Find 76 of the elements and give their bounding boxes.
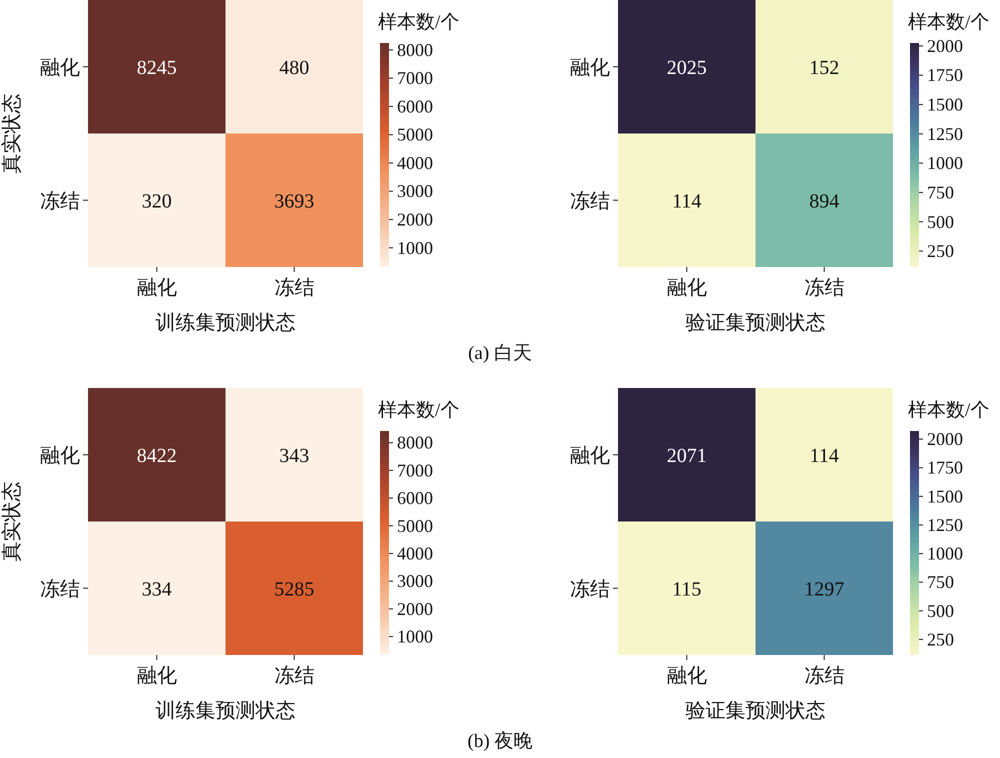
color-bar-label: 250	[927, 241, 954, 262]
color-bar-label: 7000	[397, 460, 433, 480]
color-bar-label: 4000	[397, 543, 433, 564]
data-label: 152	[809, 56, 840, 79]
color-bar-label: 8000	[397, 40, 433, 60]
color-bar-label: 750	[927, 182, 954, 202]
color-bar-label: 7000	[397, 68, 433, 88]
data-label: 480	[279, 56, 310, 79]
data-label: 114	[672, 190, 702, 212]
color-bar-label: 3000	[397, 181, 433, 202]
x-tick-label: 融化	[136, 277, 177, 299]
y-tick-label: 冻结	[570, 578, 610, 600]
color-bar-label: 2000	[397, 598, 433, 619]
color-bar-label: 1000	[927, 544, 963, 564]
y-tick-label: 融化	[570, 56, 610, 79]
x-tick-label: 冻结	[804, 277, 844, 299]
data-label: 1297	[804, 578, 844, 600]
x-axis-title: 验证集预测状态	[686, 700, 826, 722]
data-label: 320	[142, 190, 172, 212]
data-label: 3693	[274, 190, 314, 212]
y-axis-title: 真实状态	[1, 482, 23, 562]
data-label: 2071	[666, 444, 707, 467]
y-tick-label: 冻结	[570, 190, 610, 212]
color-bar-title: 样本数/个	[378, 400, 460, 421]
color-bar-label: 500	[927, 212, 954, 232]
data-label: 2025	[666, 56, 707, 79]
color-bar-label: 2000	[397, 210, 433, 230]
y-tick-label: 融化	[40, 56, 80, 79]
data-label: 115	[672, 578, 702, 600]
color-bar-label: 1250	[927, 514, 963, 535]
x-axis-title: 验证集预测状态	[686, 312, 826, 334]
data-label: 114	[810, 444, 839, 467]
color-bar-label: 1000	[397, 238, 433, 258]
x-tick-label: 冻结	[804, 665, 844, 687]
text: (b) 夜晚	[468, 730, 532, 752]
data-label: 8422	[136, 444, 177, 467]
color-bar-title: 样本数/个	[908, 400, 990, 421]
color-bar-title: 样本数/个	[378, 12, 460, 33]
x-axis-title: 训练集预测状态	[156, 700, 296, 722]
color-bar-label: 1500	[927, 486, 963, 506]
x-tick-label: 融化	[136, 665, 177, 687]
x-tick-label: 融化	[666, 665, 707, 687]
color-bar-label: 500	[927, 600, 954, 621]
color-bar-label: 6000	[397, 96, 433, 116]
y-tick-label: 冻结	[40, 190, 80, 212]
color-bar-label: 1500	[927, 94, 963, 115]
color-bar-label: 5000	[397, 516, 433, 536]
color-bar-label: 750	[927, 572, 954, 592]
data-label: 334	[142, 578, 172, 600]
y-tick-label: 融化	[40, 444, 80, 467]
color-bar-label: 3000	[397, 571, 433, 592]
color-bar-label: 2000	[927, 429, 963, 450]
data-label: 894	[809, 190, 840, 212]
color-bar-label: 250	[927, 629, 954, 650]
color-bar-label: 1250	[927, 124, 963, 144]
y-axis-title: 真实状态	[1, 94, 23, 174]
text: (a) 白天	[468, 343, 532, 364]
data-label: 8245	[136, 56, 177, 79]
color-bar-label: 5000	[397, 124, 433, 145]
y-tick-label: 冻结	[40, 578, 80, 600]
x-tick-label: 冻结	[274, 665, 314, 687]
color-bar-title: 样本数/个	[908, 12, 990, 33]
color-bar-label: 6000	[397, 488, 433, 508]
color-bar-label: 4000	[397, 152, 433, 173]
y-tick-label: 融化	[570, 444, 610, 467]
data-label: 5285	[274, 578, 314, 600]
x-axis-title: 训练集预测状态	[156, 312, 296, 334]
color-bar-label: 8000	[397, 432, 433, 453]
x-tick-label: 冻结	[274, 277, 314, 299]
color-bar-label: 1000	[927, 153, 963, 174]
x-tick-label: 融化	[666, 277, 707, 299]
color-bar-label: 1750	[927, 65, 963, 86]
color-bar-label: 1000	[397, 626, 433, 647]
data-label: 343	[279, 444, 310, 467]
color-bar-label: 2000	[927, 36, 963, 56]
color-bar-label: 1750	[927, 458, 963, 478]
